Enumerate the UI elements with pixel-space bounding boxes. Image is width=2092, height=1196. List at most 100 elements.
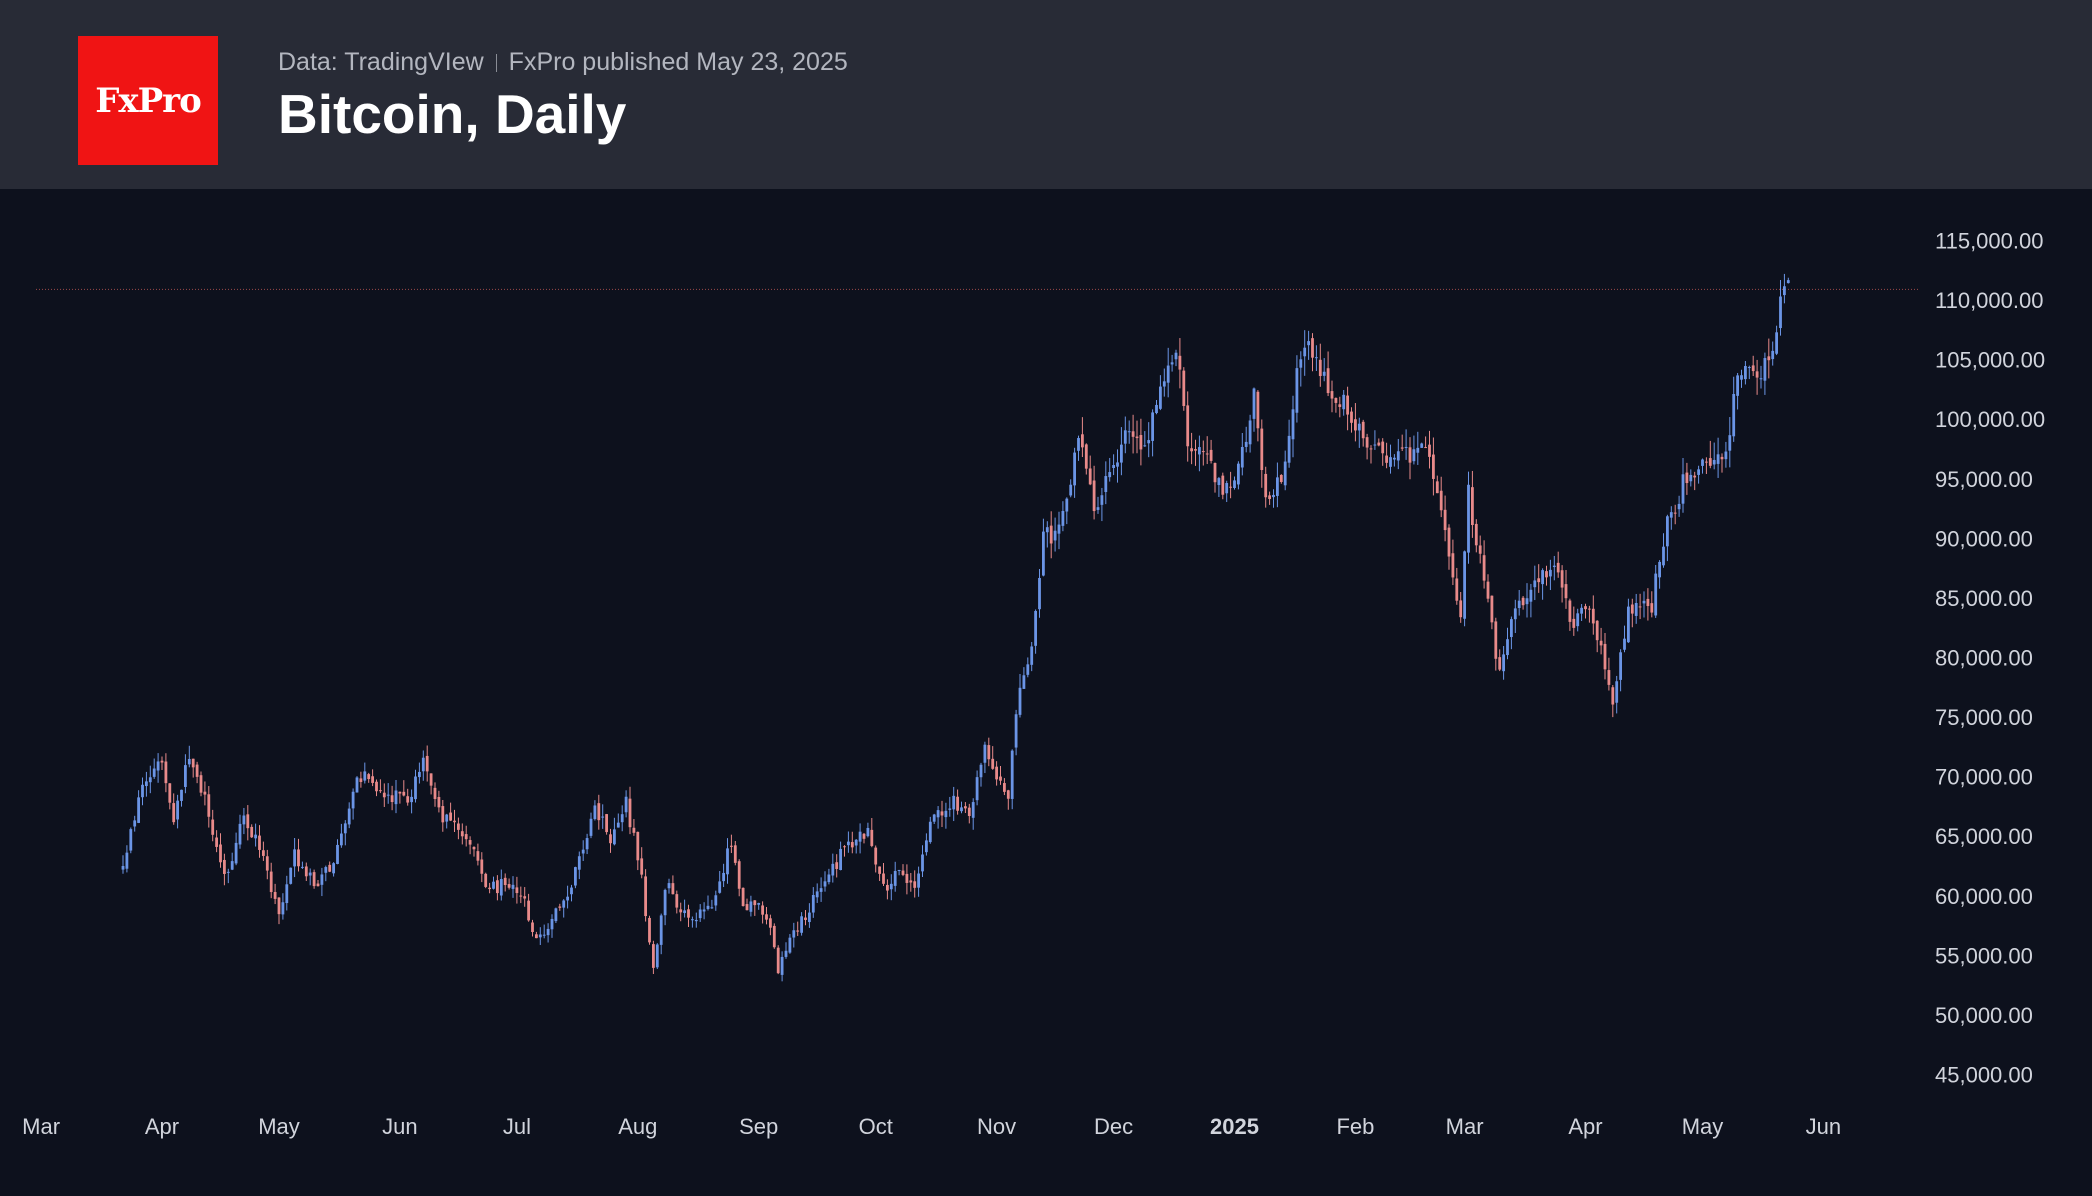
candle <box>277 897 281 925</box>
candle <box>1209 439 1213 464</box>
chart-title: Bitcoin, Daily <box>278 83 627 145</box>
candle-body <box>1428 444 1431 457</box>
candle-body <box>706 905 710 909</box>
candle-body <box>316 883 320 887</box>
candle-body <box>1533 580 1537 588</box>
candle <box>550 914 554 938</box>
candle-body <box>1490 595 1494 623</box>
candle <box>1603 633 1607 680</box>
candle-body <box>792 930 796 938</box>
candle <box>254 823 257 847</box>
candle <box>1010 749 1014 810</box>
candle <box>562 899 566 918</box>
candle <box>1435 475 1439 494</box>
candle-body <box>901 870 905 875</box>
candle-body <box>819 888 823 892</box>
candle-body <box>379 790 382 792</box>
x-tick-label: Sep <box>739 1114 778 1139</box>
candle <box>714 890 718 911</box>
candle-body <box>928 821 932 843</box>
candle <box>1627 598 1630 643</box>
candle-body <box>878 866 881 874</box>
candle-body <box>1186 405 1190 447</box>
candle <box>285 875 289 911</box>
candle-body <box>476 851 480 861</box>
candle-body <box>601 816 605 818</box>
candle <box>1779 280 1782 336</box>
candle-body <box>152 768 156 777</box>
candle-body <box>1463 551 1466 619</box>
candle <box>1763 352 1767 395</box>
candle <box>1135 420 1139 454</box>
candle-body <box>1307 341 1310 346</box>
candle <box>453 809 456 832</box>
candle <box>698 904 702 922</box>
candle-body <box>254 834 257 839</box>
candle <box>1720 453 1724 473</box>
candle-body <box>753 900 757 906</box>
candle-body <box>1693 475 1697 478</box>
candle-body <box>1159 386 1162 409</box>
candle-body <box>1584 606 1587 610</box>
candle <box>1747 365 1751 380</box>
candle-body <box>1143 445 1147 447</box>
candle-body <box>1233 480 1236 489</box>
candle <box>905 864 909 895</box>
candle <box>234 832 238 866</box>
candle <box>811 887 815 918</box>
candle <box>1190 432 1193 465</box>
candle-body <box>503 877 507 886</box>
chart-source-line: Data: TradingVIew FxPro published May 23… <box>278 48 848 77</box>
candle-body <box>199 775 203 793</box>
x-tick-label: Apr <box>145 1114 179 1139</box>
candle-body <box>722 872 725 882</box>
candle-body <box>1689 474 1693 482</box>
candle-body <box>125 852 129 869</box>
candle <box>1584 603 1587 619</box>
candle-body <box>269 871 273 893</box>
candle <box>1256 390 1260 442</box>
candle <box>332 862 335 877</box>
candle-body <box>975 777 979 801</box>
candle-body <box>1572 618 1576 628</box>
candle <box>694 912 698 928</box>
candle <box>1759 365 1763 389</box>
candle <box>1591 595 1595 635</box>
candle-body <box>702 909 706 912</box>
candle <box>1151 409 1154 457</box>
candle-body <box>1732 393 1736 437</box>
x-tick-label: Mar <box>22 1114 60 1139</box>
candle <box>1248 414 1252 453</box>
candle <box>1751 355 1755 377</box>
candle <box>1318 343 1322 387</box>
candle <box>655 943 659 969</box>
candle-body <box>1615 681 1619 703</box>
candle <box>991 746 995 770</box>
candle <box>1673 504 1677 525</box>
candle <box>223 853 226 886</box>
candle <box>956 789 959 815</box>
candle <box>1576 608 1580 632</box>
candle-body <box>184 765 187 787</box>
candle-body <box>351 791 355 809</box>
candle <box>1412 435 1416 465</box>
candle <box>675 890 679 914</box>
candle-body <box>1666 516 1669 547</box>
candle-body <box>1381 441 1385 454</box>
candle-body <box>605 814 608 833</box>
candle <box>667 878 671 894</box>
candle-body <box>1685 472 1689 484</box>
candle-body <box>593 805 597 820</box>
candle-body <box>1326 368 1330 394</box>
candle-body <box>1588 608 1591 610</box>
candle <box>1517 589 1521 616</box>
candle-body <box>1225 483 1229 494</box>
candle-body <box>230 861 234 870</box>
candle-body <box>936 810 940 818</box>
candle <box>1116 449 1119 483</box>
candle <box>663 888 667 926</box>
candle <box>815 883 819 903</box>
candle <box>492 876 495 890</box>
candle <box>854 838 858 854</box>
candle-body <box>1759 378 1763 380</box>
